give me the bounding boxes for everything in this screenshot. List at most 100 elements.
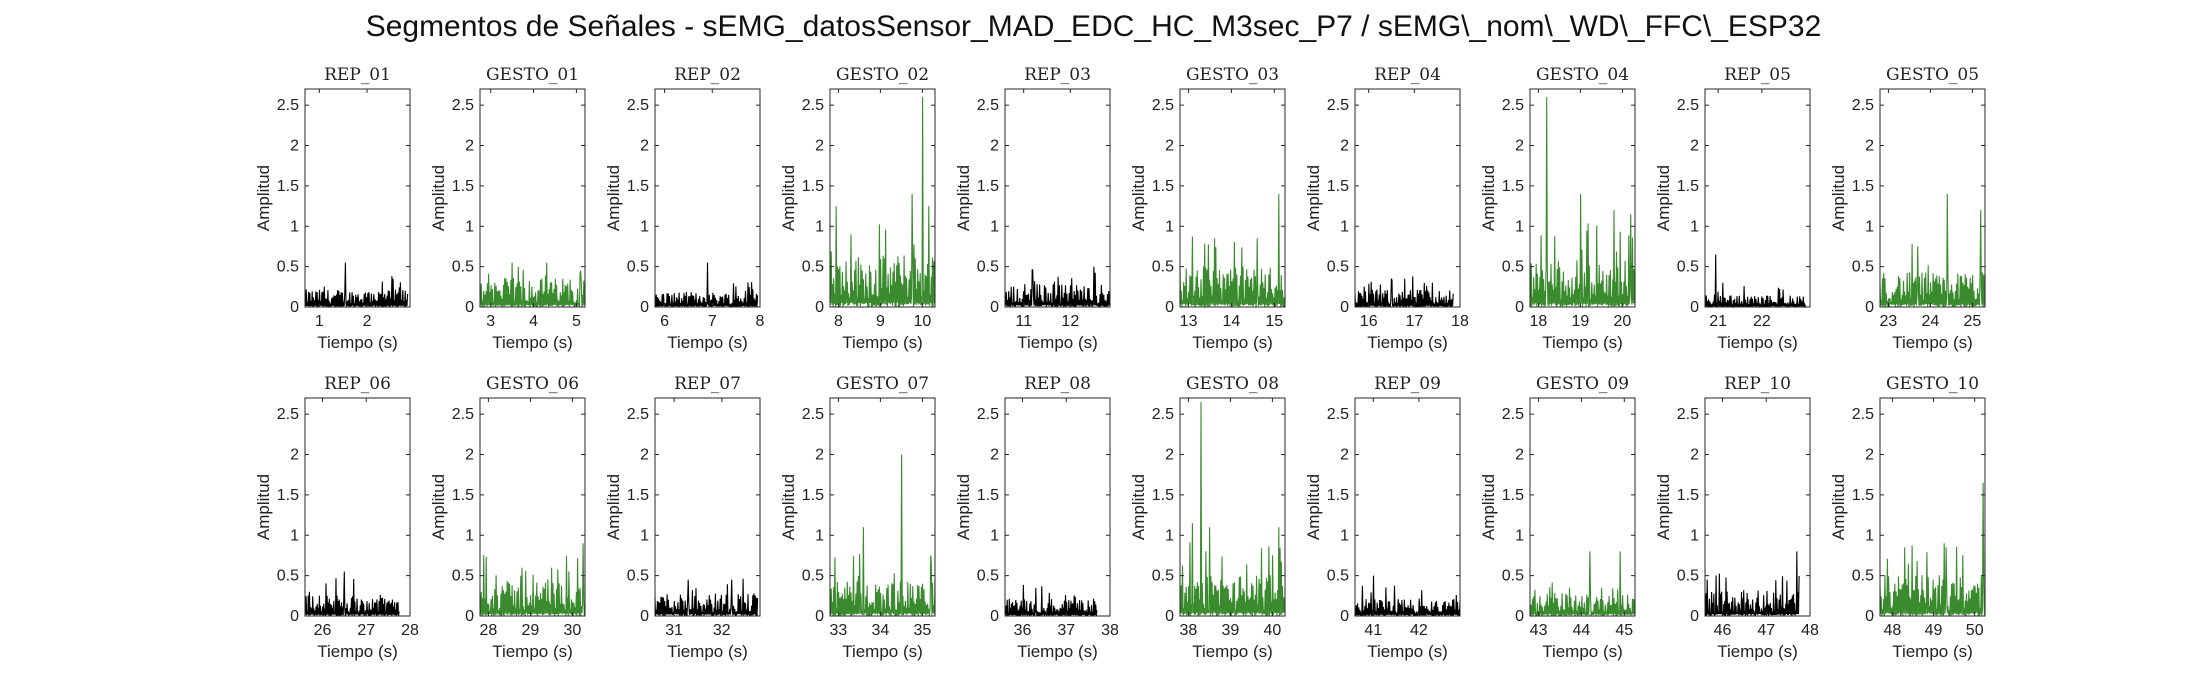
- y-tick-label: 0.5: [1152, 259, 1174, 276]
- y-tick-label: 0: [1340, 299, 1349, 316]
- x-axis-label: Tiempo (s): [1542, 642, 1623, 661]
- y-tick-label: 0: [290, 299, 299, 316]
- x-tick-label: 37: [1057, 622, 1075, 639]
- subplot-gesto-06: 28 29 30 0 0.5 1 1.5 2 2.5 GESTO_06 Tiempo (s) Ampl…: [429, 374, 586, 661]
- subplot-rep-06: 26 27 28 0 0.5 1 1.5 2 2.5 REP_06 Tiempo (s) Amplit…: [254, 374, 419, 661]
- x-tick-label: 9: [876, 313, 885, 330]
- x-axis-label: Tiempo (s): [1017, 333, 1098, 352]
- y-tick-label: 0.5: [1677, 568, 1699, 585]
- x-axis-label: Tiempo (s): [1717, 642, 1798, 661]
- y-tick-label: 2.5: [452, 406, 474, 423]
- subplot-rep-05: 21 22 0 0.5 1 1.5 2 2.5 REP_05 Tiempo (s) Amplitud: [1654, 65, 1811, 352]
- y-tick-label: 1.5: [1152, 487, 1174, 504]
- subplot-title: GESTO_07: [836, 374, 929, 394]
- y-tick-label: 1: [1515, 218, 1524, 235]
- y-axis-label: Amplitud: [1479, 165, 1498, 231]
- y-tick-label: 2.5: [627, 406, 649, 423]
- y-tick-label: 1.5: [977, 178, 999, 195]
- y-tick-label: 0: [1865, 299, 1874, 316]
- signal-trace: [479, 262, 586, 308]
- y-tick-label: 1.5: [627, 487, 649, 504]
- y-tick-label: 2: [640, 447, 649, 464]
- y-tick-label: 2: [465, 447, 474, 464]
- x-axis-label: Tiempo (s): [1367, 333, 1448, 352]
- y-axis-label: Amplitud: [1129, 165, 1148, 231]
- y-tick-label: 2: [290, 447, 299, 464]
- y-tick-label: 0: [990, 299, 999, 316]
- x-axis-label: Tiempo (s): [1892, 333, 1973, 352]
- y-tick-label: 0.5: [1502, 259, 1524, 276]
- y-tick-label: 0.5: [977, 259, 999, 276]
- signal-trace: [829, 97, 936, 308]
- x-axis-label: Tiempo (s): [1542, 333, 1623, 352]
- subplot-title: REP_06: [324, 374, 391, 394]
- x-tick-label: 35: [914, 622, 932, 639]
- y-tick-label: 2: [1690, 447, 1699, 464]
- signal-trace: [1004, 266, 1111, 308]
- y-tick-label: 2: [1515, 138, 1524, 155]
- subplot-title: REP_09: [1374, 374, 1441, 394]
- y-tick-label: 0: [1340, 608, 1349, 625]
- y-tick-label: 2: [1165, 138, 1174, 155]
- y-tick-label: 0: [1165, 608, 1174, 625]
- signal-trace: [654, 578, 759, 616]
- x-axis-label: Tiempo (s): [1367, 642, 1448, 661]
- subplot-title: GESTO_10: [1886, 374, 1979, 394]
- x-tick-label: 44: [1573, 622, 1591, 639]
- x-tick-label: 5: [572, 313, 581, 330]
- subplot-gesto-10: 48 49 50 0 0.5 1 1.5 2 2.5 GESTO_10 Tiempo (s) Ampl…: [1829, 374, 1986, 661]
- subplot-rep-01: 1 2 0 0.5 1 1.5 2 2.5 REP_01 Tiempo (s) Amplitud: [254, 65, 411, 352]
- x-tick-label: 7: [708, 313, 717, 330]
- signal-trace: [654, 262, 759, 308]
- x-tick-label: 15: [1265, 313, 1283, 330]
- y-tick-label: 2.5: [977, 406, 999, 423]
- y-tick-label: 1: [1165, 218, 1174, 235]
- y-tick-label: 0.5: [627, 568, 649, 585]
- x-tick-label: 40: [1264, 622, 1282, 639]
- y-tick-label: 0.5: [277, 568, 299, 585]
- signal-trace: [829, 454, 936, 617]
- subplot-gesto-01: 3 4 5 0 0.5 1 1.5 2 2.5 GESTO_01 Tiempo (s) Amplitu…: [429, 65, 586, 352]
- x-tick-label: 13: [1180, 313, 1198, 330]
- x-tick-label: 26: [314, 622, 332, 639]
- x-tick-label: 3: [486, 313, 495, 330]
- y-tick-label: 0.5: [1152, 568, 1174, 585]
- y-tick-label: 0: [640, 608, 649, 625]
- y-tick-label: 0.5: [1677, 259, 1699, 276]
- signal-trace: [1004, 584, 1098, 617]
- x-tick-label: 23: [1880, 313, 1898, 330]
- subplot-title: REP_07: [674, 374, 741, 394]
- subplot-gesto-04: 18 19 20 0 0.5 1 1.5 2 2.5 GESTO_04 Tiempo (s) Ampl…: [1479, 65, 1636, 352]
- subplot-title: REP_04: [1374, 65, 1441, 85]
- y-tick-label: 1.5: [977, 487, 999, 504]
- y-tick-label: 1.5: [802, 487, 824, 504]
- y-tick-label: 1: [290, 218, 299, 235]
- y-tick-label: 0.5: [802, 259, 824, 276]
- subplot-title: GESTO_05: [1886, 65, 1979, 85]
- y-axis-label: Amplitud: [1654, 474, 1673, 540]
- x-axis-label: Tiempo (s): [1192, 642, 1273, 661]
- x-tick-label: 48: [1883, 622, 1901, 639]
- y-tick-label: 0.5: [1327, 568, 1349, 585]
- y-axis-label: Amplitud: [429, 165, 448, 231]
- x-tick-label: 45: [1615, 622, 1633, 639]
- y-tick-label: 1: [990, 527, 999, 544]
- y-tick-label: 0.5: [802, 568, 824, 585]
- y-tick-label: 0: [290, 608, 299, 625]
- x-tick-label: 39: [1222, 622, 1240, 639]
- y-tick-label: 2: [465, 138, 474, 155]
- axes-box: [479, 88, 586, 308]
- y-tick-label: 0.5: [1852, 259, 1874, 276]
- y-tick-label: 1.5: [1502, 178, 1524, 195]
- y-tick-label: 2.5: [627, 97, 649, 114]
- y-tick-label: 2: [815, 138, 824, 155]
- y-tick-label: 1.5: [1852, 178, 1874, 195]
- axes-box: [1879, 88, 1986, 308]
- subplot-title: GESTO_08: [1186, 374, 1279, 394]
- x-axis-label: Tiempo (s): [492, 642, 573, 661]
- y-tick-label: 2: [1690, 138, 1699, 155]
- x-tick-label: 27: [357, 622, 375, 639]
- x-axis-label: Tiempo (s): [1892, 642, 1973, 661]
- subplot-rep-04: 16 17 18 0 0.5 1 1.5 2 2.5 REP_04 Tiempo (s) Amplit…: [1304, 65, 1469, 352]
- x-tick-label: 46: [1714, 622, 1732, 639]
